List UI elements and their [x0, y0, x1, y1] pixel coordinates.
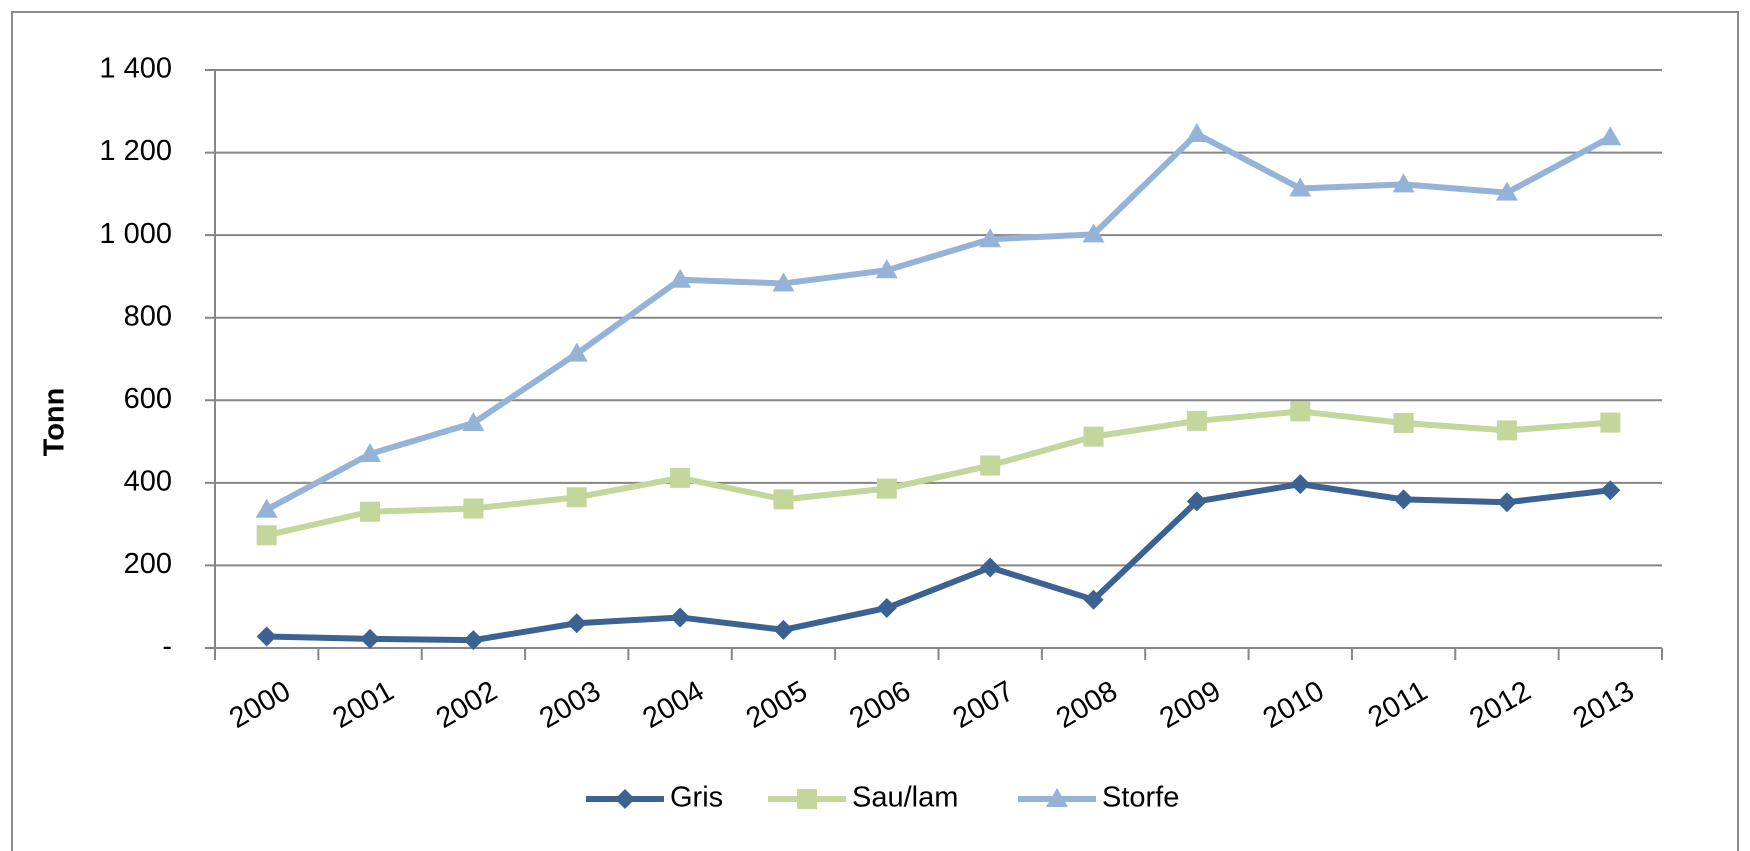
- x-tick-label: 2000: [224, 675, 296, 735]
- x-tick-label: 2009: [1154, 675, 1226, 735]
- x-tick-label: 2004: [638, 675, 710, 735]
- x-tick-label: 2005: [741, 675, 813, 735]
- marker: [462, 411, 485, 431]
- x-tick-label: 2001: [327, 675, 399, 735]
- marker: [1185, 122, 1208, 142]
- marker: [980, 455, 1001, 476]
- marker: [565, 342, 588, 362]
- y-tick-label: -: [162, 631, 172, 663]
- marker: [1186, 410, 1207, 431]
- marker: [1290, 474, 1311, 495]
- marker: [773, 619, 794, 640]
- marker: [1393, 489, 1414, 510]
- marker: [773, 489, 794, 510]
- legend-marker: [615, 789, 635, 809]
- marker: [1495, 181, 1518, 201]
- marker: [566, 487, 587, 508]
- x-tick-label: 2010: [1258, 675, 1330, 735]
- series-line: [265, 130, 1612, 513]
- marker: [256, 525, 277, 546]
- marker: [360, 501, 381, 522]
- legend-label: Gris: [670, 782, 723, 814]
- marker: [1083, 589, 1104, 610]
- marker: [876, 478, 897, 499]
- series-line: [266, 481, 1611, 644]
- y-axis-title: Tonn: [39, 388, 71, 457]
- marker: [463, 630, 484, 651]
- marker: [1392, 173, 1415, 193]
- marker: [1290, 401, 1311, 422]
- marker: [1289, 177, 1312, 197]
- marker: [669, 268, 692, 288]
- marker: [1600, 480, 1621, 501]
- marker: [1600, 412, 1621, 433]
- marker: [979, 228, 1002, 248]
- marker: [360, 628, 381, 649]
- marker: [980, 557, 1001, 578]
- marker: [1083, 426, 1104, 447]
- x-tick-label: 2003: [534, 675, 606, 735]
- x-tick-label: 2012: [1464, 675, 1536, 735]
- marker: [1393, 412, 1414, 433]
- legend-label: Storfe: [1102, 782, 1179, 814]
- y-tick-label: 1 200: [99, 135, 172, 167]
- x-tick-label: 2007: [948, 675, 1020, 735]
- marker: [463, 498, 484, 519]
- marker: [255, 498, 278, 518]
- chart-border: [11, 11, 1739, 851]
- marker: [256, 626, 277, 647]
- marker: [566, 613, 587, 634]
- x-tick-label: 2002: [431, 675, 503, 735]
- x-tick-label: 2011: [1363, 675, 1433, 734]
- y-tick-label: 800: [124, 300, 172, 332]
- x-tick-label: 2008: [1051, 675, 1123, 735]
- marker: [1186, 491, 1207, 512]
- x-tick-label: 2013: [1568, 675, 1640, 735]
- marker: [670, 607, 691, 628]
- y-tick-label: 600: [124, 383, 172, 415]
- legend-marker: [797, 789, 817, 809]
- y-tick-label: 1 400: [99, 53, 172, 85]
- legend-label: Sau/lam: [852, 782, 958, 814]
- legend-marker: [1046, 788, 1068, 807]
- marker: [1496, 420, 1517, 441]
- marker: [670, 467, 691, 488]
- y-tick-label: 1 000: [99, 218, 172, 250]
- marker: [1599, 126, 1622, 146]
- marker: [876, 597, 897, 618]
- series-line: [266, 408, 1611, 539]
- marker: [875, 259, 898, 279]
- y-tick-label: 200: [124, 548, 172, 580]
- marker: [359, 442, 382, 462]
- marker: [772, 272, 795, 292]
- y-tick-label: 400: [124, 466, 172, 498]
- x-tick-label: 2006: [844, 675, 916, 735]
- marker: [1082, 223, 1105, 243]
- marker: [1496, 492, 1517, 513]
